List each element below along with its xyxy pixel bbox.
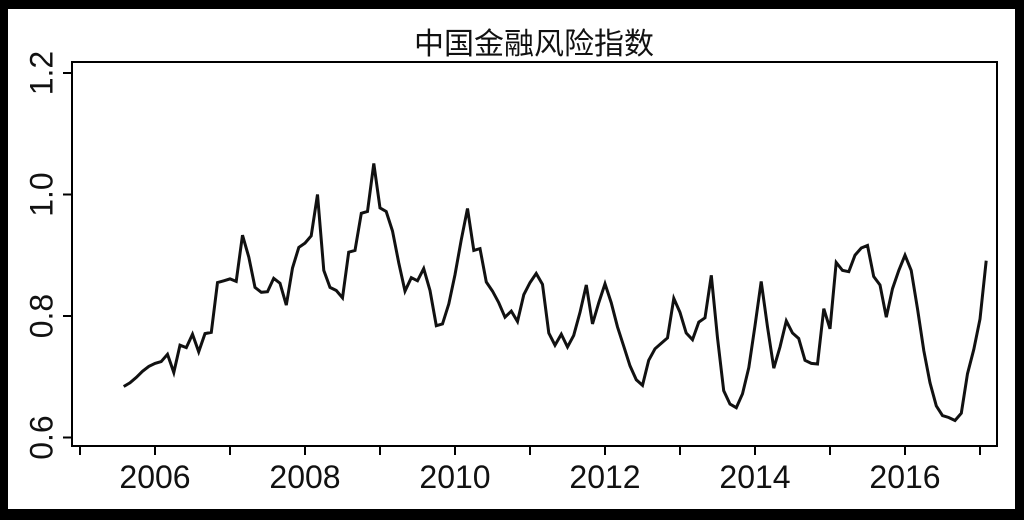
- x-tick-label: 2016: [869, 459, 940, 495]
- plot-box: [71, 61, 998, 447]
- risk-index-line: [122, 163, 988, 423]
- chart-title: 中国金融风险指数: [414, 28, 654, 61]
- axes-group: 0.6 0.8 1.0 1.2 2006 2008 2010 2012 2014 2016: [23, 51, 998, 495]
- x-tick-label: 2012: [569, 459, 640, 495]
- series-group: [122, 163, 988, 423]
- chart-canvas: 中国金融风险指数 0.6 0.8 1.0 1.2 2006 2008 2010 2012 201…: [8, 9, 1015, 509]
- x-tick-label: 2014: [719, 459, 790, 495]
- risk-index-line-chart: 中国金融风险指数 0.6 0.8 1.0 1.2 2006 2008 2010 2012 201…: [23, 28, 998, 495]
- y-tick-label: 0.8: [23, 294, 59, 338]
- x-tick-label: 2006: [119, 459, 190, 495]
- y-tick-label: 1.0: [23, 172, 59, 216]
- y-tick-label: 0.6: [23, 415, 59, 459]
- x-tick-label: 2008: [269, 459, 340, 495]
- x-tick-label: 2010: [419, 459, 490, 495]
- y-tick-label: 1.2: [23, 51, 59, 95]
